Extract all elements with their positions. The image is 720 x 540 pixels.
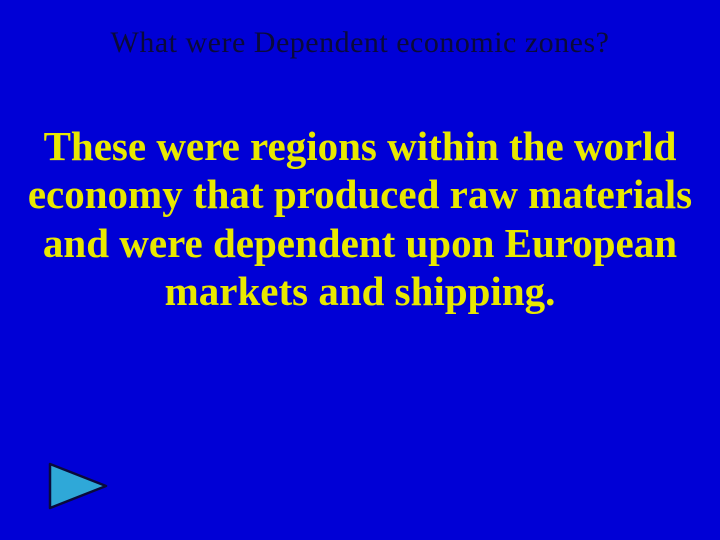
question-text: What were Dependent economic zones? [0,0,720,60]
answer-text: These were regions within the world econ… [0,122,720,316]
forward-arrow-icon[interactable] [48,462,110,510]
